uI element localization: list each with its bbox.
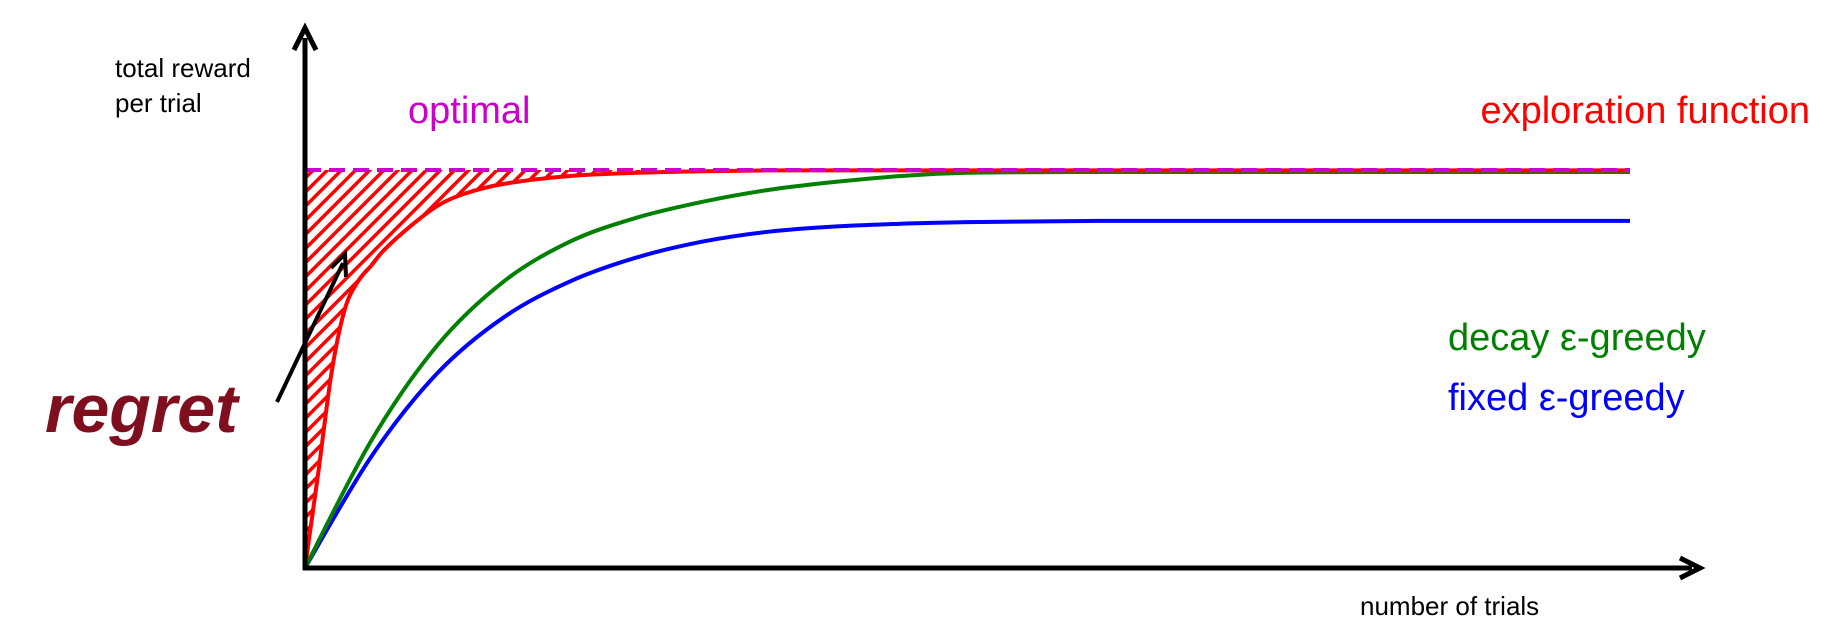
x-axis <box>303 555 1706 581</box>
regret-label: regret <box>45 371 240 447</box>
regret-arrow <box>275 249 348 403</box>
series-line-decay-epsilon-greedy <box>303 169 1630 569</box>
decay-epsilon-greedy-label: decay ε-greedy <box>1448 317 1706 359</box>
y-axis <box>291 22 319 570</box>
x-axis-arrowhead <box>1678 555 1706 581</box>
y-axis-label-line-1: total reward <box>115 53 251 83</box>
series-line-fixed-epsilon-greedy <box>303 218 1631 570</box>
optimal-label: optimal <box>408 90 531 132</box>
series-line-exploration-function <box>303 168 1630 569</box>
x-axis-label: number of trials <box>1360 591 1539 621</box>
regret-arrow-shaft <box>275 262 345 403</box>
regret-area <box>305 170 835 568</box>
regret-arrow-head <box>329 249 348 278</box>
series-layer <box>303 168 1631 570</box>
exploration-function-label: exploration function <box>1480 90 1810 132</box>
fixed-epsilon-greedy-label: fixed ε-greedy <box>1448 377 1685 419</box>
y-axis-label-line-2: per trial <box>115 88 202 118</box>
y-axis-arrowhead <box>291 22 319 52</box>
